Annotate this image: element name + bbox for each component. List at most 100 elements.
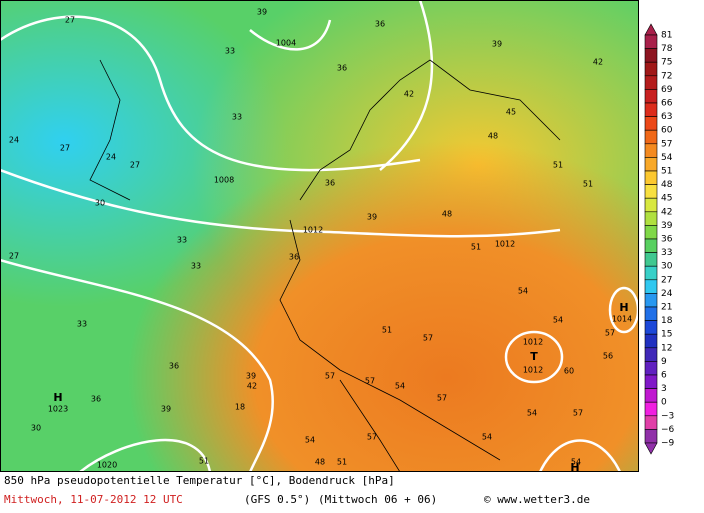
legend-swatch: [644, 279, 658, 294]
legend-label: 78: [661, 44, 673, 54]
map-label: 39: [492, 40, 502, 49]
map-label: 1023: [48, 405, 68, 414]
legend-swatch: [644, 184, 658, 199]
legend-arrow-bottom: [644, 442, 658, 455]
map-label: 42: [593, 58, 603, 67]
map-frame: [0, 0, 639, 472]
map-label: 33: [177, 236, 187, 245]
footer-date: Mittwoch, 11-07-2012 12 UTC: [4, 493, 183, 506]
map-label: 33: [225, 47, 235, 56]
map-label: 27: [130, 161, 140, 170]
pressure-center: H: [619, 301, 628, 314]
legend-swatch: [644, 306, 658, 321]
legend-swatch: [644, 293, 658, 308]
legend-label: 36: [661, 235, 673, 245]
legend-swatch: [644, 61, 658, 77]
pressure-center: H: [570, 461, 579, 474]
map-label: 36: [337, 64, 347, 73]
map-label: 45: [506, 108, 516, 117]
legend-swatch: [644, 102, 658, 117]
map-label: 54: [518, 287, 528, 296]
map-label: 36: [169, 362, 179, 371]
legend-label: 72: [661, 71, 672, 81]
map-label: 30: [95, 199, 105, 208]
map-label: 36: [91, 395, 101, 404]
map-label: 57: [367, 433, 377, 442]
map-label: 39: [257, 8, 267, 17]
map-label: 1020: [97, 461, 117, 470]
map-label: 57: [573, 409, 583, 418]
map-label: 54: [395, 382, 405, 391]
legend-label: 81: [661, 31, 672, 41]
legend-arrow-top: [644, 23, 658, 36]
map-label: 33: [232, 113, 242, 122]
footer-title: 850 hPa pseudopotentielle Temperatur [°C…: [4, 474, 395, 487]
legend-label: 39: [661, 221, 673, 231]
footer-model: (GFS 0.5°): [244, 493, 310, 506]
map-label: 57: [437, 394, 447, 403]
isobars: [1, 1, 638, 471]
map-label: 51: [583, 180, 593, 189]
legend-swatch: [644, 320, 658, 335]
map-label: 54: [305, 436, 315, 445]
legend-label: 24: [661, 289, 673, 299]
map-label: 1012: [523, 366, 543, 375]
map-label: 1012: [303, 226, 323, 235]
map-label: 1004: [276, 39, 296, 48]
legend-label: −3: [661, 411, 674, 421]
map-label: 39: [161, 405, 171, 414]
map-label: 36: [375, 20, 385, 29]
map-label: 57: [605, 329, 615, 338]
map-label: 1008: [214, 176, 234, 185]
map-label: 27: [9, 252, 19, 261]
map-label: 51: [337, 458, 347, 467]
legend-swatch: [644, 415, 658, 430]
legend-label: −6: [661, 425, 675, 435]
legend-label: 69: [661, 85, 673, 95]
legend-swatch: [644, 374, 658, 389]
legend-swatch: [644, 225, 658, 240]
footer-run: (Mittwoch 06 + 06): [318, 493, 437, 506]
legend-swatch: [644, 252, 658, 267]
legend-label: 75: [661, 58, 672, 68]
legend-label: −9: [661, 439, 675, 449]
coastlines: [89, 59, 561, 471]
legend-swatch: [644, 116, 658, 131]
legend-swatch: [644, 333, 658, 349]
map-label: 36: [289, 253, 299, 262]
map-label: 27: [65, 16, 75, 25]
legend-swatch: [644, 89, 658, 104]
legend-swatch: [644, 238, 658, 253]
legend-label: 57: [661, 139, 672, 149]
map-label: 57: [325, 372, 335, 381]
legend-swatch: [644, 157, 658, 172]
legend-swatch: [644, 388, 658, 403]
map-label: 1014: [612, 315, 632, 324]
legend-label: 9: [661, 357, 667, 367]
pressure-center: T: [530, 350, 538, 363]
map-label: 56: [603, 352, 613, 361]
legend-swatch: [644, 197, 658, 213]
footer-credit: © www.wetter3.de: [484, 493, 590, 506]
map-label: 57: [423, 334, 433, 343]
legend-label: 30: [661, 262, 673, 272]
legend-label: 6: [661, 371, 667, 381]
map-label: 57: [365, 377, 375, 386]
map-label: 48: [488, 132, 498, 141]
map-label: 48: [442, 210, 452, 219]
map-label: 51: [382, 326, 392, 335]
legend-label: 66: [661, 99, 673, 109]
map-label: 1012: [495, 240, 515, 249]
legend-swatch: [644, 170, 658, 185]
legend-swatch: [644, 75, 658, 90]
legend-label: 0: [661, 398, 667, 408]
map-label: 24: [9, 136, 19, 145]
map-label: 33: [191, 262, 201, 271]
legend-swatch: [644, 265, 658, 281]
map-label: 48: [315, 458, 325, 467]
map-label: 24: [106, 153, 116, 162]
map-label: 54: [553, 316, 563, 325]
legend-swatch: [644, 361, 658, 376]
legend-swatch: [644, 129, 658, 145]
map-label: 39: [367, 213, 377, 222]
